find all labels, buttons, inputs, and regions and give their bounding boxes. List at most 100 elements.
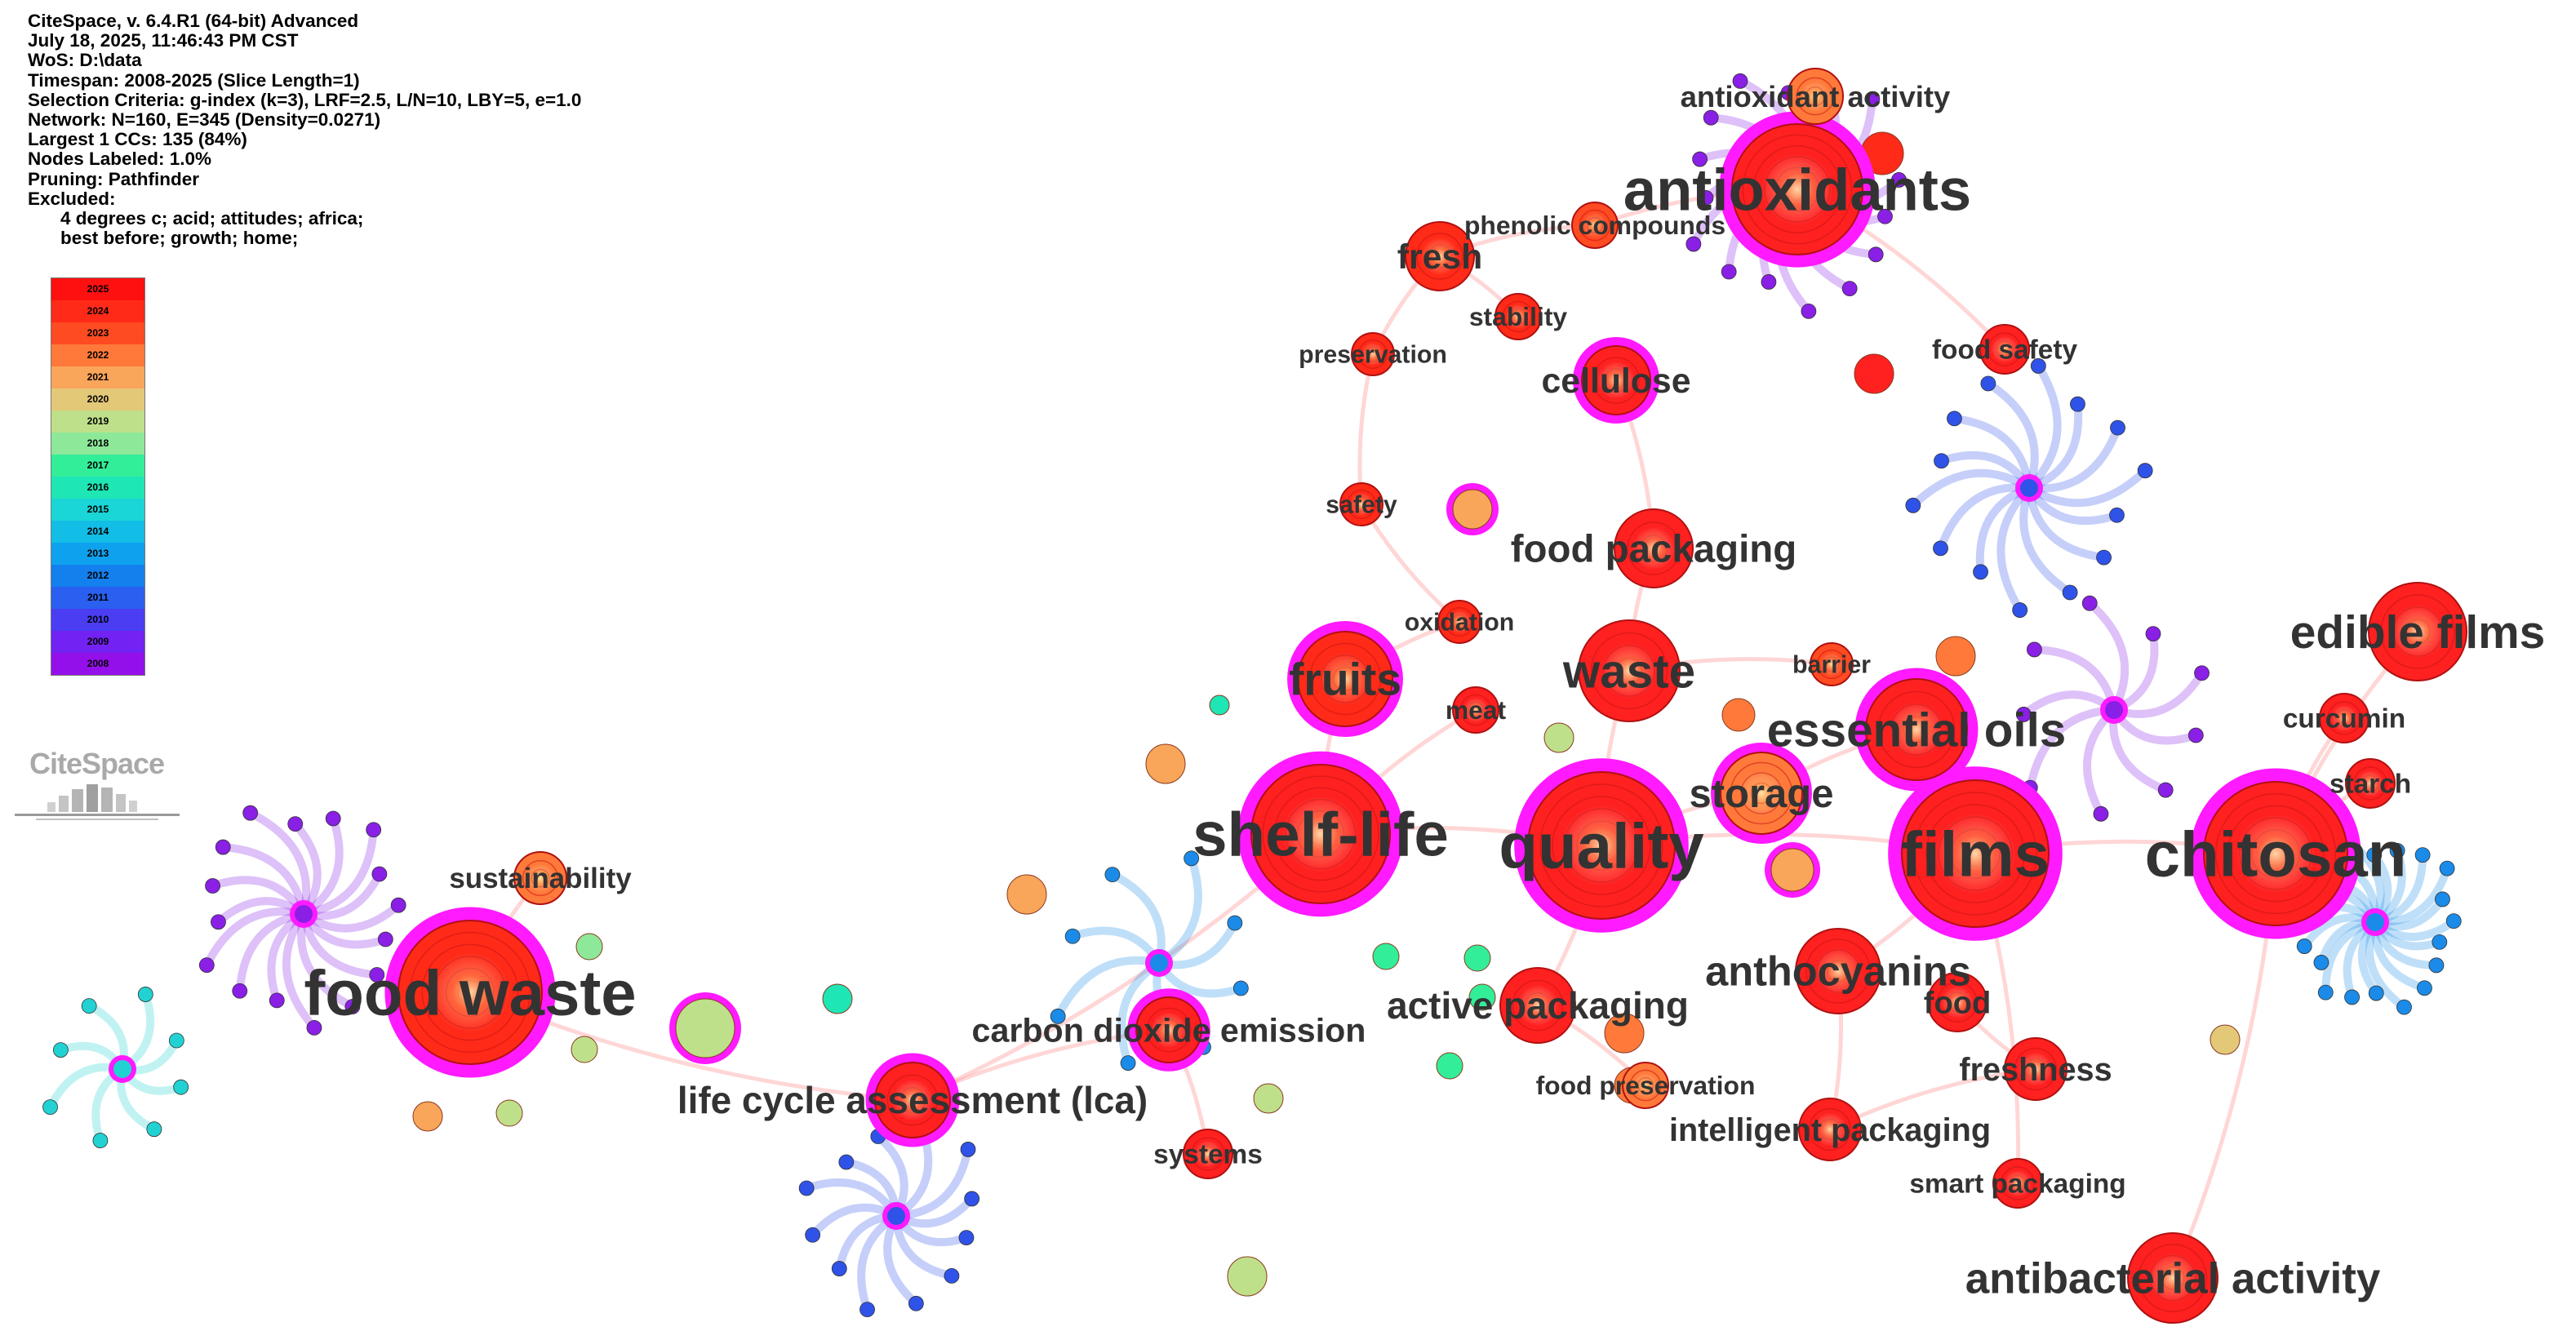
cluster-node[interactable] — [838, 1154, 855, 1170]
node-starch[interactable] — [2345, 758, 2396, 809]
node-food-waste[interactable] — [384, 907, 556, 1078]
cluster-hub-node[interactable] — [882, 1202, 910, 1230]
cluster-node[interactable] — [908, 1295, 924, 1311]
cluster-node[interactable] — [377, 931, 393, 947]
minor-node[interactable] — [575, 933, 603, 961]
node-freshness[interactable] — [2004, 1037, 2067, 1101]
cluster-node[interactable] — [2015, 707, 2032, 722]
node-sustainability[interactable] — [513, 851, 567, 905]
minor-node[interactable] — [2210, 1024, 2241, 1055]
node-food-safety[interactable] — [1979, 324, 2030, 375]
cluster-node[interactable] — [81, 998, 97, 1014]
minor-node[interactable] — [1145, 743, 1186, 784]
node-films[interactable] — [1888, 766, 2063, 941]
node-chitosan[interactable] — [2190, 768, 2361, 939]
cluster-node[interactable] — [2145, 626, 2161, 642]
cluster-node[interactable] — [1064, 928, 1081, 944]
cluster-node[interactable] — [215, 839, 231, 855]
cluster-node[interactable] — [2396, 999, 2412, 1015]
minor-node[interactable] — [1468, 983, 1496, 1011]
minor-node[interactable] — [1006, 874, 1047, 915]
minor-node[interactable] — [1935, 636, 1976, 677]
node-essential-oils[interactable] — [1854, 668, 1979, 792]
cluster-node[interactable] — [2417, 980, 2432, 996]
cluster-node[interactable] — [1686, 236, 1702, 252]
cluster-node[interactable] — [2389, 843, 2405, 859]
node-active-packaging[interactable] — [1499, 967, 1576, 1044]
node-food[interactable] — [1927, 972, 1988, 1032]
cluster-node[interactable] — [1980, 375, 1996, 392]
cluster-node[interactable] — [2070, 396, 2085, 412]
cluster-node[interactable] — [366, 822, 382, 838]
minor-node[interactable] — [1436, 1052, 1463, 1080]
minor-node[interactable] — [1770, 848, 1814, 892]
cluster-node[interactable] — [1050, 1008, 1066, 1024]
cluster-node[interactable] — [2157, 782, 2174, 798]
minor-node[interactable] — [1854, 353, 1894, 394]
cluster-node[interactable] — [168, 1032, 184, 1049]
cluster-node[interactable] — [344, 999, 361, 1014]
minor-node[interactable] — [1604, 1013, 1645, 1054]
cluster-node[interactable] — [287, 816, 304, 832]
cluster-node[interactable] — [306, 1019, 322, 1036]
cluster-node[interactable] — [1905, 497, 1921, 513]
cluster-hub-node[interactable] — [2100, 696, 2128, 724]
cluster-hub-node[interactable] — [1145, 949, 1173, 977]
cluster-node[interactable] — [1184, 850, 1200, 867]
cluster-node[interactable] — [831, 1261, 847, 1276]
cluster-node[interactable] — [964, 1191, 980, 1207]
cluster-node[interactable] — [2344, 989, 2360, 1005]
node-fresh[interactable] — [1405, 221, 1475, 291]
minor-node[interactable] — [495, 1099, 523, 1127]
cluster-node[interactable] — [1933, 540, 1948, 557]
node-cellulose[interactable] — [1572, 336, 1660, 424]
cluster-node[interactable] — [1868, 246, 1884, 263]
cluster-node[interactable] — [390, 897, 406, 913]
cluster-node[interactable] — [2030, 358, 2046, 374]
cluster-node[interactable] — [1801, 303, 1817, 319]
minor-node[interactable] — [675, 998, 735, 1058]
cluster-node[interactable] — [805, 1227, 821, 1243]
cluster-node[interactable] — [1227, 915, 1243, 931]
cluster-node[interactable] — [371, 866, 388, 882]
cluster-node[interactable] — [1692, 151, 1708, 167]
cluster-node[interactable] — [2194, 665, 2210, 681]
minor-node[interactable] — [412, 1101, 443, 1132]
cluster-node[interactable] — [173, 1079, 189, 1095]
cluster-node[interactable] — [2110, 419, 2125, 436]
cluster-node[interactable] — [2093, 805, 2109, 822]
cluster-node[interactable] — [2137, 463, 2153, 479]
node-meat[interactable] — [1452, 686, 1499, 734]
node-lca[interactable] — [865, 1053, 960, 1147]
cluster-node[interactable] — [2432, 934, 2448, 950]
node-phenolic-compounds[interactable] — [1571, 202, 1619, 249]
cluster-node[interactable] — [2027, 641, 2042, 658]
cluster-node[interactable] — [2435, 891, 2450, 907]
node-waste[interactable] — [1578, 619, 1681, 722]
cluster-node[interactable] — [859, 1302, 875, 1318]
node-intelligent-packaging[interactable] — [1798, 1098, 1862, 1161]
cluster-node[interactable] — [1703, 109, 1719, 126]
node-safety[interactable] — [1339, 482, 1383, 526]
cluster-node[interactable] — [2317, 984, 2334, 1001]
cluster-node[interactable] — [2439, 860, 2455, 876]
cluster-node[interactable] — [42, 1099, 58, 1116]
node-preservation[interactable] — [1351, 332, 1395, 376]
node-edible-films[interactable] — [2368, 582, 2467, 681]
cluster-node[interactable] — [2062, 584, 2078, 601]
minor-node[interactable] — [1372, 943, 1400, 970]
cluster-node[interactable] — [1120, 1055, 1136, 1072]
cluster-node[interactable] — [2366, 847, 2383, 863]
cluster-node[interactable] — [232, 983, 248, 999]
node-systems[interactable] — [1183, 1129, 1233, 1179]
cluster-node[interactable] — [1698, 190, 1714, 206]
node-stability[interactable] — [1495, 293, 1542, 340]
cluster-node[interactable] — [269, 992, 285, 1009]
cluster-node[interactable] — [1864, 91, 1881, 107]
minor-node[interactable] — [1227, 1256, 1268, 1297]
node-oxidation[interactable] — [1437, 600, 1481, 644]
cluster-node[interactable] — [325, 810, 341, 827]
node-barrier[interactable] — [1810, 642, 1854, 686]
minor-node[interactable] — [822, 983, 853, 1014]
node-quality[interactable] — [1514, 758, 1689, 933]
